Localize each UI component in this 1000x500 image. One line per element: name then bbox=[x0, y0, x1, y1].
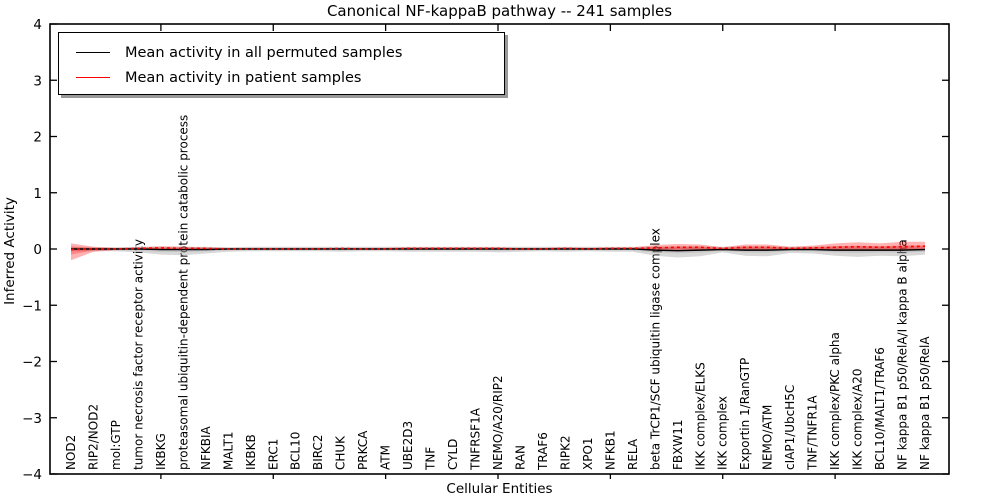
x-category-label: ERC1 bbox=[266, 439, 280, 470]
x-category-label: PRKCA bbox=[356, 430, 370, 470]
y-axis-label: Inferred Activity bbox=[2, 197, 18, 305]
y-tick-label: 4 bbox=[33, 17, 42, 33]
x-category-label: BIRC2 bbox=[311, 434, 325, 470]
black-line-swatch bbox=[76, 52, 110, 53]
x-category-label: MALT1 bbox=[221, 431, 235, 470]
x-category-label: NEMO/ATM bbox=[761, 405, 775, 470]
x-category-label: IKBKG bbox=[154, 433, 168, 470]
x-category-label: NEMO/A20/RIP2 bbox=[491, 375, 505, 470]
x-category-label: IKK complex/A20 bbox=[851, 369, 865, 470]
x-category-label: ATM bbox=[379, 445, 393, 470]
x-category-label: IKK complex/PKC alpha bbox=[828, 332, 842, 470]
x-category-label: RIPK2 bbox=[558, 435, 572, 470]
x-category-label: RELA bbox=[626, 438, 640, 470]
x-category-label: CHUK bbox=[334, 435, 348, 470]
y-tick-label: −4 bbox=[22, 467, 42, 483]
x-category-label: TRAF6 bbox=[536, 432, 550, 471]
x-category-label: mol:GTP bbox=[109, 420, 123, 470]
patient-mean-line bbox=[70, 245, 926, 251]
x-category-label: BCL10 bbox=[289, 432, 303, 470]
x-axis-label: Cellular Entities bbox=[446, 481, 553, 497]
chart-title: Canonical NF-kappaB pathway -- 241 sampl… bbox=[326, 2, 673, 20]
x-category-label: CYLD bbox=[446, 439, 460, 470]
y-tick-label: −1 bbox=[22, 298, 42, 314]
x-category-label: NF kappa B1 p50/RelA/I kappa B alpha bbox=[896, 239, 910, 470]
legend: Mean activity in all permuted samples Me… bbox=[58, 32, 505, 95]
x-category-label: cIAP1/UbcH5C bbox=[783, 385, 797, 470]
y-tick-label: 3 bbox=[33, 73, 42, 89]
y-tick-label: 1 bbox=[33, 186, 42, 202]
x-category-label: TNFRSF1A bbox=[469, 407, 483, 471]
y-tick-label: −2 bbox=[22, 355, 42, 371]
red-line-swatch bbox=[76, 77, 110, 78]
legend-item-patient: Mean activity in patient samples bbox=[59, 65, 504, 90]
x-category-label: FBXW11 bbox=[671, 420, 685, 471]
y-tick-label: 2 bbox=[33, 130, 42, 146]
patient-samples-std-band bbox=[71, 241, 925, 261]
legend-label-permuted: Mean activity in all permuted samples bbox=[125, 44, 403, 61]
legend-item-permuted: Mean activity in all permuted samples bbox=[59, 40, 504, 65]
x-category-label: RIP2/NOD2 bbox=[86, 404, 100, 470]
x-category-label: TNF bbox=[424, 447, 438, 471]
x-category-label: tumor necrosis factor receptor activity bbox=[131, 239, 145, 470]
x-category-label: IKK complex/ELKS bbox=[693, 362, 707, 470]
x-category-label: TNF/TNFR1A bbox=[806, 395, 820, 471]
x-category-label: Exportin 1/RanGTP bbox=[738, 358, 752, 470]
x-category-label: IKBKB bbox=[244, 434, 258, 470]
x-category-label: IKK complex bbox=[716, 396, 730, 470]
x-category-label: RAN bbox=[513, 445, 527, 470]
y-tick-label: 0 bbox=[33, 242, 42, 258]
x-category-label: BCL10/MALT1/TRAF6 bbox=[873, 347, 887, 470]
x-category-label: NFKB1 bbox=[603, 430, 617, 470]
x-category-label: XPO1 bbox=[581, 437, 595, 470]
x-category-label: beta TrCP1/SCF ubiquitin ligase complex bbox=[648, 228, 662, 470]
x-category-label: NF kappa B1 p50/RelA bbox=[918, 336, 932, 470]
y-tick-label: −3 bbox=[22, 411, 42, 427]
x-category-label: NOD2 bbox=[64, 435, 78, 470]
legend-label-patient: Mean activity in patient samples bbox=[125, 69, 362, 86]
x-category-label: UBE2D3 bbox=[401, 421, 415, 470]
x-category-label: NFKBIA bbox=[199, 425, 213, 470]
x-category-label: proteasomal ubiquitin-dependent protein … bbox=[176, 115, 190, 470]
patient-samples-std-band-inner bbox=[71, 245, 925, 255]
